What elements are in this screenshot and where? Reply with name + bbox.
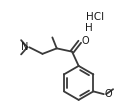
Text: O: O (81, 36, 89, 46)
Text: H: H (85, 23, 92, 33)
Text: N: N (21, 42, 29, 52)
Text: HCl: HCl (86, 12, 104, 22)
Text: O: O (105, 89, 113, 99)
